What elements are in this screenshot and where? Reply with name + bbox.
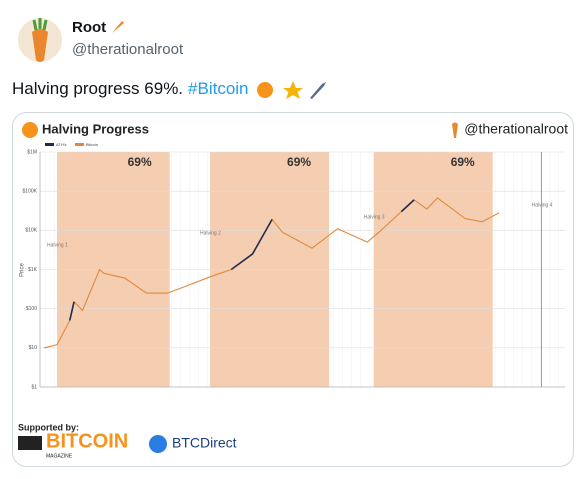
avatar-carrot (32, 29, 48, 62)
chart-title: Halving Progress (42, 121, 149, 136)
tweet-text: Halving progress 69%. #Bitcoin (12, 79, 249, 98)
y-tick-label: $100K (23, 188, 38, 194)
y-tick-label: $1 (31, 384, 37, 390)
price-line (400, 199, 415, 213)
bitcoin-icon (22, 122, 38, 138)
rocket-emoji (310, 82, 326, 99)
carrot-icon (452, 122, 458, 138)
bitcoin-emoji (257, 82, 273, 98)
tweet-text: Halving progress 69%. (12, 79, 183, 98)
halving-label: Halving 1 (47, 242, 68, 248)
watermark: @therationalroot (464, 121, 568, 137)
user-handle[interactable]: @therationalroot (72, 41, 184, 58)
btcdirect-logo (149, 435, 167, 453)
progress-label: 69% (451, 155, 475, 169)
price-line (230, 219, 273, 271)
price-line (68, 301, 75, 321)
y-tick-label: $10 (29, 345, 38, 351)
legend-label: Bitcoin (86, 142, 98, 147)
sponsor-sub: MAGAZINE (46, 453, 73, 459)
y-tick-label: $10K (25, 228, 37, 234)
hashtag[interactable]: #Bitcoin (188, 79, 248, 98)
bitcoin-magazine-logo (18, 436, 42, 450)
y-tick-label: $1K (28, 267, 38, 273)
sponsor-name: BITCOIN (46, 430, 128, 452)
sponsor-name: BTCDirect (172, 435, 237, 451)
y-tick-label: $1M (27, 149, 37, 155)
progress-label: 69% (128, 155, 152, 169)
halving-label: Halving 3 (364, 214, 385, 220)
halving-label: Halving 2 (200, 230, 221, 236)
progress-label: 69% (287, 155, 311, 169)
y-tick-label: $100 (26, 306, 37, 312)
y-axis-label: Price (20, 263, 26, 277)
legend-swatch (75, 143, 84, 146)
halving-label: Halving 4 (532, 202, 553, 208)
user-name[interactable]: Root (72, 19, 106, 36)
avatar-leaves (32, 18, 48, 31)
legend-swatch (45, 143, 54, 146)
star-emoji (283, 81, 303, 99)
legend-label: ATH's (56, 142, 66, 147)
supported-by: Supported by: (18, 422, 79, 432)
carrot-icon (112, 21, 124, 33)
